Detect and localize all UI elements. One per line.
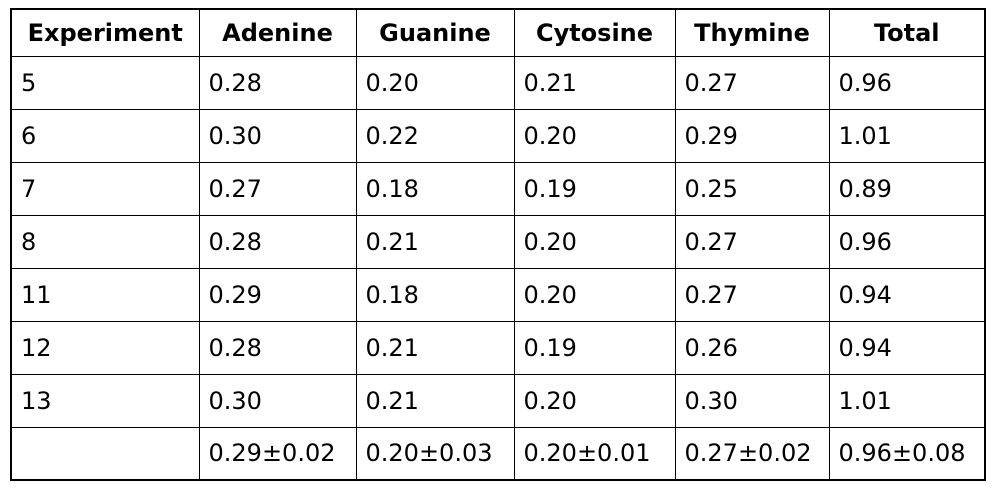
table-cell: 0.26	[674, 320, 830, 375]
table-cell: 0.20±0.03	[355, 426, 515, 481]
table-cell: 0.30	[674, 373, 830, 428]
table-cell: 8	[10, 214, 200, 269]
table-cell: 0.29±0.02	[198, 426, 357, 481]
table-cell: 0.21	[355, 214, 515, 269]
table-cell: 0.21	[355, 320, 515, 375]
table-body: 5 0.28 0.20 0.21 0.27 0.96 6 0.30 0.22 0.20 0.29 1.…	[10, 55, 986, 481]
table-cell: 0.29	[674, 108, 830, 163]
table-cell: 0.94	[828, 320, 986, 375]
table-cell: 0.21	[355, 373, 515, 428]
column-header: Adenine	[198, 8, 357, 57]
table-cell: 0.96	[828, 214, 986, 269]
table-cell: 6	[10, 108, 200, 163]
table-cell: 1.01	[828, 373, 986, 428]
table-row: 6 0.30 0.22 0.20 0.29 1.01	[10, 108, 986, 163]
table-cell: 0.20	[513, 267, 676, 322]
table-cell: 0.20	[513, 214, 676, 269]
table-cell: 0.28	[198, 214, 357, 269]
table-row: 5 0.28 0.20 0.21 0.27 0.96	[10, 55, 986, 110]
table-cell: 0.18	[355, 267, 515, 322]
table-cell: 13	[10, 373, 200, 428]
table-cell: 0.27	[674, 214, 830, 269]
column-header: Guanine	[355, 8, 515, 57]
table-header-row: Experiment Adenine Guanine Cytosine Thymine T…	[10, 8, 986, 57]
column-header: Cytosine	[513, 8, 676, 57]
experiment-table: Experiment Adenine Guanine Cytosine Thymine T…	[10, 8, 986, 481]
table-cell	[10, 426, 200, 481]
table-cell: 0.21	[513, 55, 676, 110]
table-cell: 0.89	[828, 161, 986, 216]
table-cell: 0.22	[355, 108, 515, 163]
table-cell: 0.20	[355, 55, 515, 110]
table-cell: 0.20	[513, 108, 676, 163]
table-cell: 0.30	[198, 373, 357, 428]
table-cell: 0.96	[828, 55, 986, 110]
table-cell: 7	[10, 161, 200, 216]
table-cell: 0.27	[198, 161, 357, 216]
table-row: 13 0.30 0.21 0.20 0.30 1.01	[10, 373, 986, 428]
table-cell: 1.01	[828, 108, 986, 163]
table-row: 0.29±0.02 0.20±0.03 0.20±0.01 0.27±0.02 0.96…	[10, 426, 986, 481]
table-row: 8 0.28 0.21 0.20 0.27 0.96	[10, 214, 986, 269]
table-cell: 5	[10, 55, 200, 110]
table-cell: 0.94	[828, 267, 986, 322]
column-header: Total	[828, 8, 986, 57]
table-cell: 0.25	[674, 161, 830, 216]
table-cell: 0.18	[355, 161, 515, 216]
table-cell: 0.96±0.08	[828, 426, 986, 481]
table-cell: 0.28	[198, 55, 357, 110]
table-cell: 0.27	[674, 267, 830, 322]
table-row: 11 0.29 0.18 0.20 0.27 0.94	[10, 267, 986, 322]
column-header: Experiment	[10, 8, 200, 57]
table-cell: 11	[10, 267, 200, 322]
table-cell: 0.19	[513, 320, 676, 375]
table-cell: 0.20±0.01	[513, 426, 676, 481]
table-cell: 0.29	[198, 267, 357, 322]
table-row: 12 0.28 0.21 0.19 0.26 0.94	[10, 320, 986, 375]
table-cell: 0.20	[513, 373, 676, 428]
table-cell: 0.27	[674, 55, 830, 110]
table-cell: 0.19	[513, 161, 676, 216]
table-cell: 0.30	[198, 108, 357, 163]
table-row: 7 0.27 0.18 0.19 0.25 0.89	[10, 161, 986, 216]
table-cell: 0.27±0.02	[674, 426, 830, 481]
table-cell: 12	[10, 320, 200, 375]
column-header: Thymine	[674, 8, 830, 57]
table-cell: 0.28	[198, 320, 357, 375]
